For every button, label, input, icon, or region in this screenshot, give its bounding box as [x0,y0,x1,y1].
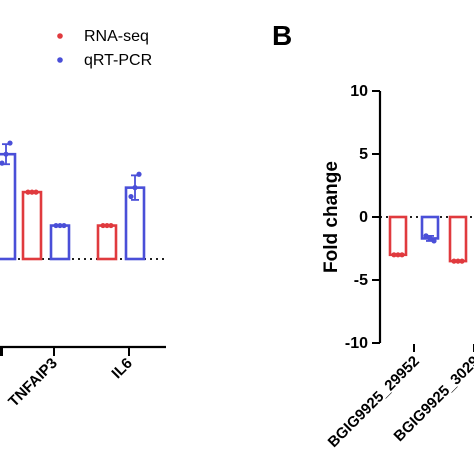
data-point [108,222,114,229]
data-point [399,252,405,258]
data-point [104,222,110,229]
legend-marker [57,57,63,63]
data-point [451,258,457,264]
bar-a-s0-c2 [96,224,118,261]
data-point [0,160,5,166]
data-point [455,258,461,264]
data-point [25,189,31,195]
data-point [423,233,429,239]
legend: RNA-seq qRT-PCR [57,28,152,69]
data-point [33,189,39,195]
legend-marker [57,33,63,39]
y-tick-label: -5 [354,272,368,289]
legend-label: RNA-seq [84,28,149,45]
y-tick-label: 0 [359,209,368,226]
data-point [136,171,142,177]
bar-b-s0-c0 [388,215,408,257]
data-point [29,189,35,195]
panel-b-y-axis-label: Fold change [321,161,342,273]
data-point [391,252,397,258]
y-tick-label: 10 [350,83,368,100]
panel-a: TNFAIP3 IL6 RNA-seq qRT-PCR [0,28,166,410]
y-tick-label: 5 [359,146,368,163]
data-point [132,185,138,191]
legend-label: qRT-PCR [84,52,152,69]
data-point [53,222,59,229]
data-point [3,151,9,157]
data-point [431,238,437,244]
x-tick-label: TNFAIP3 [5,355,61,411]
bar-a-s1-c1 [49,224,71,261]
data-point [459,258,465,264]
bar-a-s0-c1 [21,190,43,261]
panel-b-label: B [272,20,292,51]
y-tick-label: -10 [345,335,368,352]
data-point [427,235,433,242]
data-point [61,222,67,229]
bar-a-s1-c0 [0,152,17,261]
x-tick-label: IL6 [108,355,135,382]
data-point [395,252,401,258]
data-point [128,193,134,200]
data-point [7,140,13,146]
data-point [57,222,63,229]
data-point [100,222,106,229]
bar-b-s0-c1 [448,215,468,263]
